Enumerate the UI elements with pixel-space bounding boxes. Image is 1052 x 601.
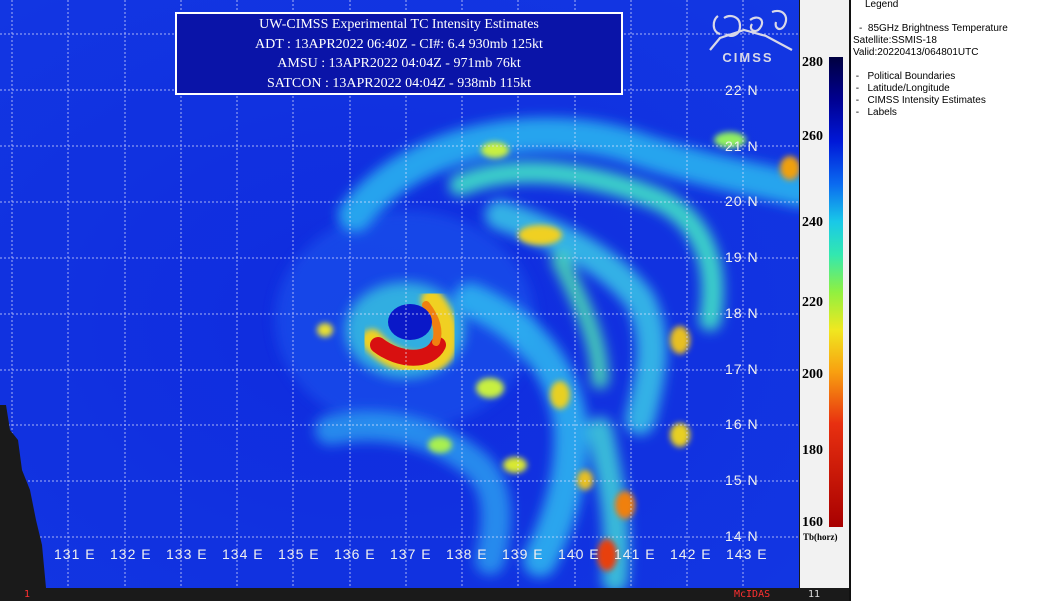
legend-product-text: 85GHz Brightness Temperature [867,23,1008,34]
legend-title: Legend [865,0,899,10]
intensity-estimates-box: UW-CIMSS Experimental TC Intensity Estim… [175,12,623,95]
lon-label: 143 E [726,546,768,562]
legend-layer: - CIMSS Intensity Estimates [853,95,986,106]
lon-label: 138 E [446,546,488,562]
colorbar-units: Tb(horz) [803,532,838,542]
lat-label: 22 N [725,82,759,98]
legend-layer: - Latitude/Longitude [853,83,950,94]
frame-number-right: 11 [808,589,821,600]
lon-label: 135 E [278,546,320,562]
legend-panel: Legend - 85GHz Brightness Temperature Sa… [849,0,1052,601]
status-bar [0,588,800,601]
legend-product: - 85GHz Brightness Temperature [859,23,1008,34]
lon-label: 136 E [334,546,376,562]
adt-estimate: ADT : 13APR2022 06:40Z - CI#: 6.4 930mb … [255,36,543,52]
legend-layer-text: Labels [867,107,897,118]
colorbar-tick-label: 160 [802,515,823,530]
satcon-estimate: SATCON : 13APR2022 04:04Z - 938mb 115kt [267,75,531,91]
lon-label: 131 E [54,546,96,562]
lon-label: 140 E [558,546,600,562]
colorbar-tick-label: 280 [802,55,823,70]
intensity-title: UW-CIMSS Experimental TC Intensity Estim… [259,17,539,32]
lon-label: 139 E [502,546,544,562]
lat-label: 14 N [725,528,759,544]
lon-label: 134 E [222,546,264,562]
cimss-logo-icon: CIMSS [709,9,793,65]
no-data-region [0,405,46,588]
lon-label: 142 E [670,546,712,562]
colorbar-tick-label: 200 [802,367,823,382]
eyewall [345,282,465,378]
colorbar-tick-label: 240 [802,215,823,230]
frame-number-left: 1 [24,589,31,600]
cimss-logo-text: CIMSS [722,50,773,65]
colorbar [829,57,843,527]
colorbar-tick-label: 220 [802,295,823,310]
lat-label: 16 N [725,416,759,432]
legend-layer: - Labels [853,107,897,118]
legend-layer: - Political Boundaries [853,71,956,82]
lat-label: 17 N [725,361,759,377]
colorbar-tick-label: 180 [802,443,823,458]
lon-label: 133 E [166,546,208,562]
lon-label: 141 E [614,546,656,562]
legend-layer-text: Latitude/Longitude [867,83,950,94]
legend-valid-time: Valid:20220413/064801UTC [853,47,979,58]
legend-layer-text: CIMSS Intensity Estimates [867,95,986,106]
legend-satellite: Satellite:SSMIS-18 [853,35,937,46]
lon-label: 137 E [390,546,432,562]
convective-cores [317,132,800,571]
legend-layer-text: Political Boundaries [867,71,956,82]
lat-label: 19 N [725,249,759,265]
lat-label: 20 N [725,193,759,209]
software-label: McIDAS [734,589,771,600]
lat-label: 15 N [725,472,759,488]
colorbar-tick-label: 260 [802,129,823,144]
satellite-imagery [0,0,800,588]
lat-label: 18 N [725,305,759,321]
lat-label: 21 N [725,138,759,154]
lon-label: 132 E [110,546,152,562]
eye [388,304,432,340]
amsu-estimate: AMSU : 13APR2022 04:04Z - 971mb 76kt [277,56,521,71]
